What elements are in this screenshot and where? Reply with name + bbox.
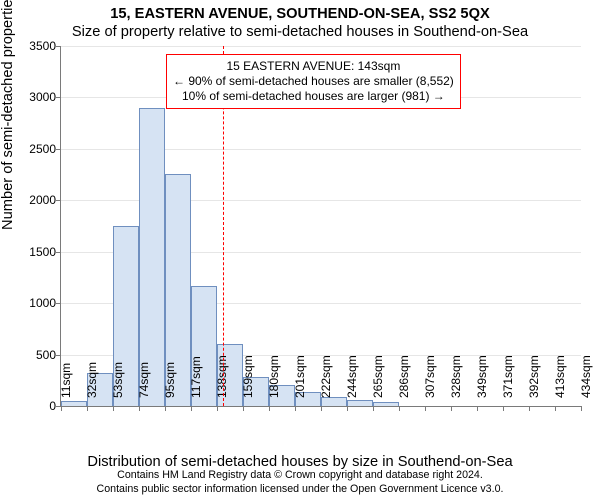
xtick-mark xyxy=(581,406,582,411)
title-line-1: 15, EASTERN AVENUE, SOUTHEND-ON-SEA, SS2… xyxy=(0,6,600,22)
ytick-mark xyxy=(56,303,61,304)
histogram-bar xyxy=(373,402,399,406)
gridline xyxy=(61,46,581,47)
ytick-label: 1000 xyxy=(16,296,56,310)
xtick-mark xyxy=(243,406,244,411)
xtick-mark xyxy=(61,406,62,411)
histogram-bar xyxy=(61,401,87,406)
plot-area: 050010001500200025003000350011sqm32sqm53… xyxy=(60,46,581,407)
xtick-label: 32sqm xyxy=(85,362,99,398)
xtick-mark xyxy=(139,406,140,411)
xtick-label: 117sqm xyxy=(189,356,203,398)
ytick-label: 500 xyxy=(16,348,56,362)
annotation-line: 10% of semi-detached houses are larger (… xyxy=(173,89,454,104)
ytick-label: 3500 xyxy=(16,39,56,53)
xtick-label: 328sqm xyxy=(449,355,463,398)
xtick-mark xyxy=(113,406,114,411)
xtick-mark xyxy=(451,406,452,411)
xtick-label: 413sqm xyxy=(553,355,567,398)
xtick-label: 95sqm xyxy=(163,362,177,398)
xtick-label: 371sqm xyxy=(501,355,515,398)
xtick-label: 244sqm xyxy=(345,355,359,398)
xtick-label: 74sqm xyxy=(137,362,151,398)
xtick-label: 434sqm xyxy=(579,355,593,398)
histogram-bar xyxy=(321,397,347,406)
xtick-mark xyxy=(373,406,374,411)
xtick-mark xyxy=(425,406,426,411)
xtick-label: 180sqm xyxy=(267,355,281,398)
y-axis-label: Number of semi-detached properties xyxy=(0,0,16,230)
ytick-label: 0 xyxy=(16,399,56,413)
xtick-label: 159sqm xyxy=(241,355,255,398)
ytick-label: 2000 xyxy=(16,193,56,207)
footer-attribution: Contains HM Land Registry data © Crown c… xyxy=(0,469,600,496)
title-line-2: Size of property relative to semi-detach… xyxy=(0,24,600,40)
annotation-box: 15 EASTERN AVENUE: 143sqm← 90% of semi-d… xyxy=(166,54,461,109)
ytick-mark xyxy=(56,355,61,356)
ytick-mark xyxy=(56,149,61,150)
xtick-label: 349sqm xyxy=(475,355,489,398)
x-axis-label: Distribution of semi-detached houses by … xyxy=(0,454,600,470)
ytick-mark xyxy=(56,200,61,201)
histogram-bar xyxy=(347,400,373,406)
footer-line-2: Contains public sector information licen… xyxy=(0,483,600,496)
xtick-label: 286sqm xyxy=(397,355,411,398)
xtick-mark xyxy=(555,406,556,411)
ytick-label: 1500 xyxy=(16,245,56,259)
ytick-mark xyxy=(56,97,61,98)
xtick-label: 138sqm xyxy=(215,355,229,398)
figure-container: 15, EASTERN AVENUE, SOUTHEND-ON-SEA, SS2… xyxy=(0,0,600,500)
xtick-mark xyxy=(87,406,88,411)
xtick-label: 222sqm xyxy=(319,355,333,398)
ytick-mark xyxy=(56,252,61,253)
xtick-label: 265sqm xyxy=(371,355,385,398)
xtick-label: 11sqm xyxy=(59,363,73,398)
ytick-label: 2500 xyxy=(16,142,56,156)
xtick-mark xyxy=(399,406,400,411)
xtick-mark xyxy=(165,406,166,411)
xtick-mark xyxy=(529,406,530,411)
ytick-mark xyxy=(56,46,61,47)
xtick-mark xyxy=(217,406,218,411)
footer-line-1: Contains HM Land Registry data © Crown c… xyxy=(0,469,600,482)
xtick-mark xyxy=(269,406,270,411)
xtick-mark xyxy=(295,406,296,411)
xtick-mark xyxy=(477,406,478,411)
annotation-line: ← 90% of semi-detached houses are smalle… xyxy=(173,74,454,89)
annotation-line: 15 EASTERN AVENUE: 143sqm xyxy=(173,59,454,74)
xtick-label: 201sqm xyxy=(293,355,307,398)
ytick-label: 3000 xyxy=(16,90,56,104)
xtick-label: 392sqm xyxy=(527,355,541,398)
xtick-mark xyxy=(321,406,322,411)
xtick-mark xyxy=(191,406,192,411)
xtick-label: 307sqm xyxy=(423,355,437,398)
xtick-mark xyxy=(347,406,348,411)
xtick-label: 53sqm xyxy=(111,362,125,398)
xtick-mark xyxy=(503,406,504,411)
